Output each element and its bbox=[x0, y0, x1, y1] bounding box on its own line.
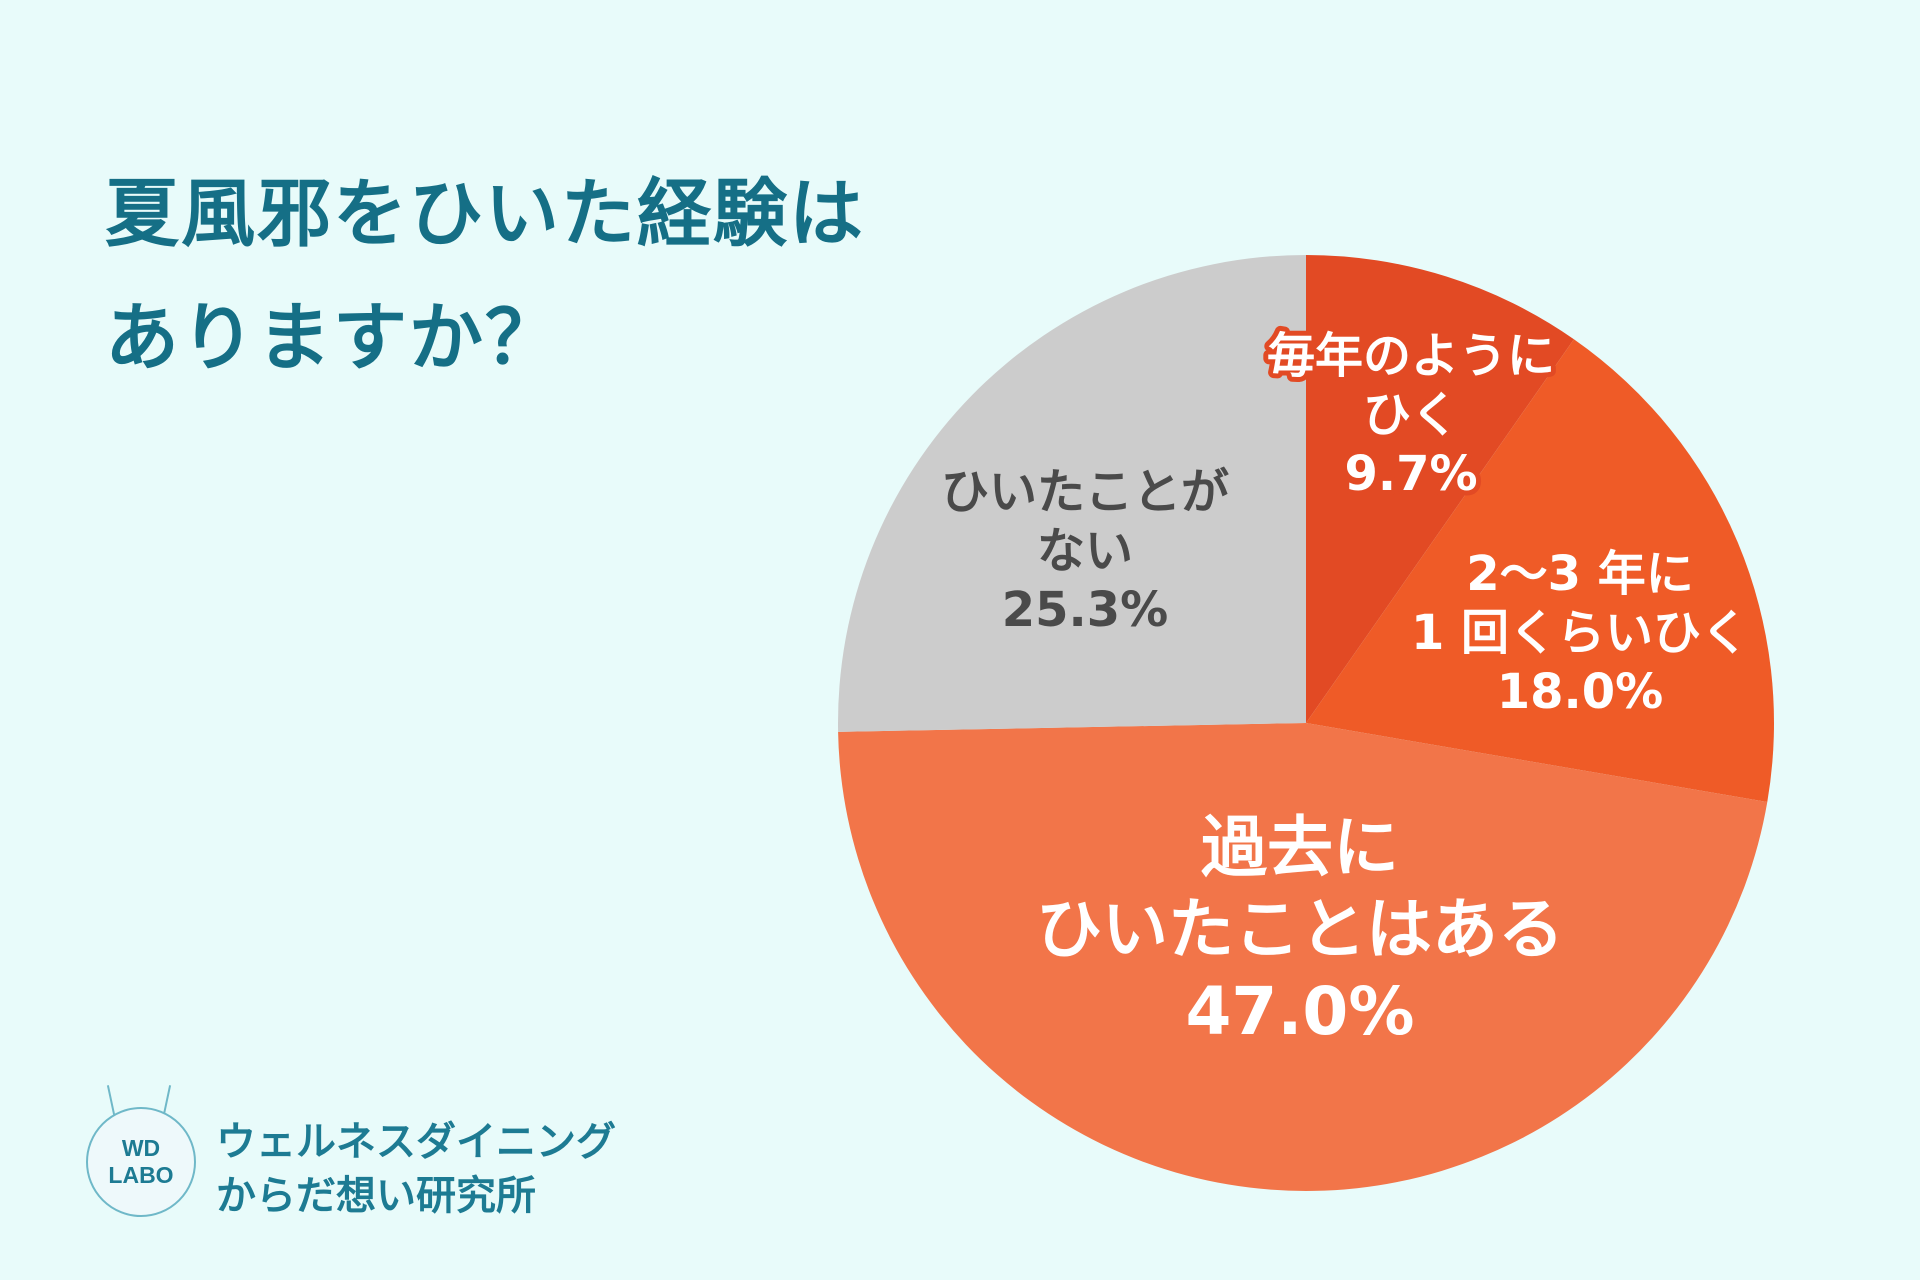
pie-label-line-0-1: ひく bbox=[1363, 387, 1459, 443]
logo-name-line1: ウェルネスダイニング bbox=[216, 1119, 616, 1165]
pie-label-2: 過去にひいたことはある 47.0% bbox=[1036, 809, 1564, 1050]
logo-badge: WD LABO bbox=[86, 1107, 196, 1217]
pie-value-1: 18.0% bbox=[1497, 664, 1664, 720]
pie-value-0: 9.7% bbox=[1344, 446, 1477, 502]
pie-label-line-3-0: ひいたことが bbox=[941, 464, 1229, 520]
chart-title: 夏風邪をひいた経験は ありますか？ bbox=[105, 152, 865, 400]
pie-slice-0 bbox=[1306, 255, 1574, 723]
pie-label-line-2-0: 過去に bbox=[1201, 809, 1399, 886]
brand-logo: WD LABO ウェルネスダイニング からだ想い研究所 bbox=[86, 1085, 646, 1235]
pie-label-0: 毎年のようにひく 9.7% bbox=[1267, 328, 1555, 502]
pie-label-line-2-1: ひいたことはある bbox=[1036, 891, 1564, 968]
pie-label-1: 2～3 年に 1 回くらいひく 18.0% bbox=[1411, 546, 1749, 720]
logo-name-line2: からだ想い研究所 bbox=[216, 1173, 536, 1219]
pie-label-line-1-0: 2～3 年に bbox=[1466, 546, 1694, 602]
pie-label-line-3-1: ない bbox=[1037, 523, 1133, 579]
pie-label-line-1-1: 1 回くらいひく bbox=[1411, 605, 1749, 661]
logo-stem-right bbox=[162, 1085, 172, 1115]
logo-name: ウェルネスダイニング からだ想い研究所 bbox=[216, 1115, 616, 1223]
logo-stem-left bbox=[106, 1085, 116, 1115]
pie-slice-1 bbox=[1306, 339, 1774, 803]
pie-value-3: 25.3% bbox=[1002, 582, 1169, 638]
chart-title-line2: ありますか？ bbox=[105, 295, 561, 381]
pie-label-line-0-0: 毎年のように bbox=[1267, 328, 1555, 384]
logo-badge-line2: LABO bbox=[108, 1162, 174, 1188]
pie-slice-2 bbox=[838, 723, 1768, 1192]
pie-value-2: 47.0% bbox=[1186, 973, 1415, 1050]
logo-badge-line1: WD bbox=[121, 1135, 161, 1161]
chart-title-line1: 夏風邪をひいた経験は bbox=[105, 171, 865, 257]
pie-label-3: ひいたことがない 25.3% bbox=[941, 464, 1229, 638]
pie-slice-3 bbox=[838, 255, 1306, 732]
